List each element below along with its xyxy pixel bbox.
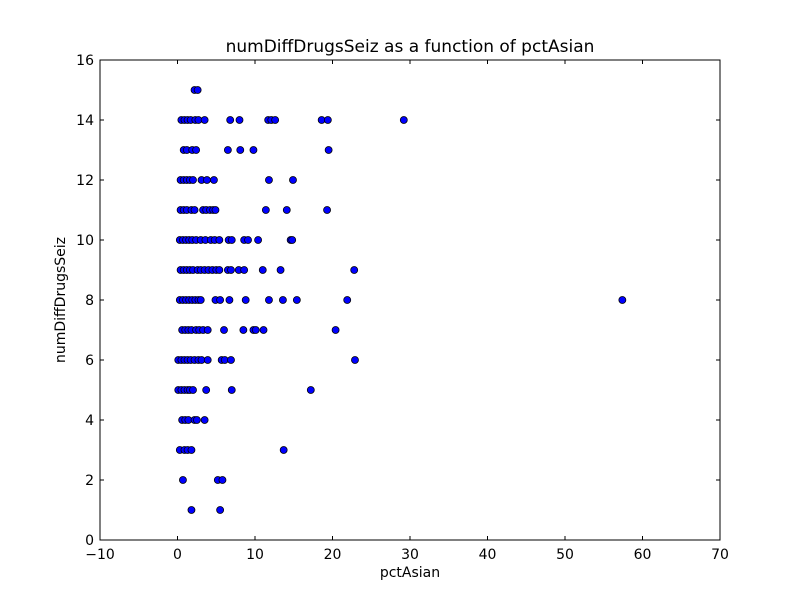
data-point [249, 146, 258, 154]
y-tick-label: 16 [76, 53, 94, 69]
data-point [203, 326, 212, 334]
data-point [265, 176, 273, 184]
data-point [216, 506, 225, 514]
data-point [203, 356, 212, 364]
y-tick-label: 14 [76, 113, 94, 129]
data-point [271, 116, 280, 124]
y-tick-label: 6 [85, 353, 94, 369]
y-tick-label: 2 [85, 473, 94, 489]
data-point [187, 446, 196, 454]
data-point [235, 116, 244, 124]
y-tick-label: 10 [76, 233, 94, 249]
x-tick-label: −10 [85, 547, 115, 563]
data-point [265, 296, 273, 304]
data-point [202, 386, 211, 394]
data-point [227, 236, 236, 244]
data-point [189, 176, 197, 184]
data-point [225, 296, 234, 304]
y-axis-label: numDiffDrugsSeiz [53, 237, 69, 363]
x-tick-label: 30 [401, 547, 419, 563]
data-point [218, 476, 227, 484]
data-point [196, 296, 205, 304]
data-point [227, 266, 235, 274]
data-point [306, 386, 315, 394]
data-point [193, 86, 202, 94]
data-point [240, 266, 249, 274]
x-tick-label: 0 [173, 547, 182, 563]
data-point [215, 236, 224, 244]
data-point [259, 326, 268, 334]
data-point [331, 326, 340, 334]
data-point [288, 236, 297, 244]
data-point [215, 266, 224, 274]
data-point [254, 236, 263, 244]
data-point [323, 206, 331, 214]
x-tick-label: 10 [246, 547, 264, 563]
data-point [179, 476, 187, 484]
data-point [236, 146, 245, 154]
chart-title: numDiffDrugsSeiz as a function of pctAsi… [226, 37, 595, 57]
data-point [239, 326, 248, 334]
data-point [211, 206, 220, 214]
data-point [241, 296, 250, 304]
data-point [187, 506, 196, 514]
data-point [200, 416, 209, 424]
points-layer [174, 86, 627, 514]
x-tick-label: 20 [324, 547, 342, 563]
data-point [292, 296, 301, 304]
data-point [261, 206, 270, 214]
x-tick-label: 40 [479, 547, 497, 563]
data-point [282, 206, 291, 214]
data-point [276, 266, 285, 274]
data-point [343, 296, 352, 304]
plot-frame [99, 59, 721, 541]
data-point [203, 176, 211, 184]
data-point [251, 326, 260, 334]
data-point [244, 236, 252, 244]
y-tick-label: 0 [85, 533, 94, 549]
data-point [210, 176, 218, 184]
data-point [258, 266, 267, 274]
data-point [190, 206, 199, 214]
data-point [216, 296, 225, 304]
y-tick-label: 4 [85, 413, 94, 429]
data-point [351, 356, 359, 364]
data-point [350, 266, 359, 274]
data-point [324, 146, 333, 154]
x-tick-label: 50 [556, 547, 574, 563]
y-tick-label: 8 [85, 293, 94, 309]
data-point [399, 116, 408, 124]
data-point [189, 386, 197, 394]
x-tick-label: 70 [711, 547, 729, 563]
y-tick-label: 12 [76, 173, 94, 189]
data-point [278, 296, 287, 304]
data-point [226, 116, 235, 124]
data-point [618, 296, 627, 304]
data-point [227, 356, 235, 364]
data-point [223, 146, 232, 154]
data-point [323, 116, 332, 124]
data-point [220, 326, 228, 334]
data-point [279, 446, 288, 454]
data-point [192, 146, 201, 154]
data-point [227, 386, 236, 394]
x-axis-label: pctAsian [380, 565, 440, 581]
x-tick-label: 60 [634, 547, 652, 563]
data-point [289, 176, 297, 184]
data-point [200, 116, 209, 124]
data-point [192, 416, 201, 424]
